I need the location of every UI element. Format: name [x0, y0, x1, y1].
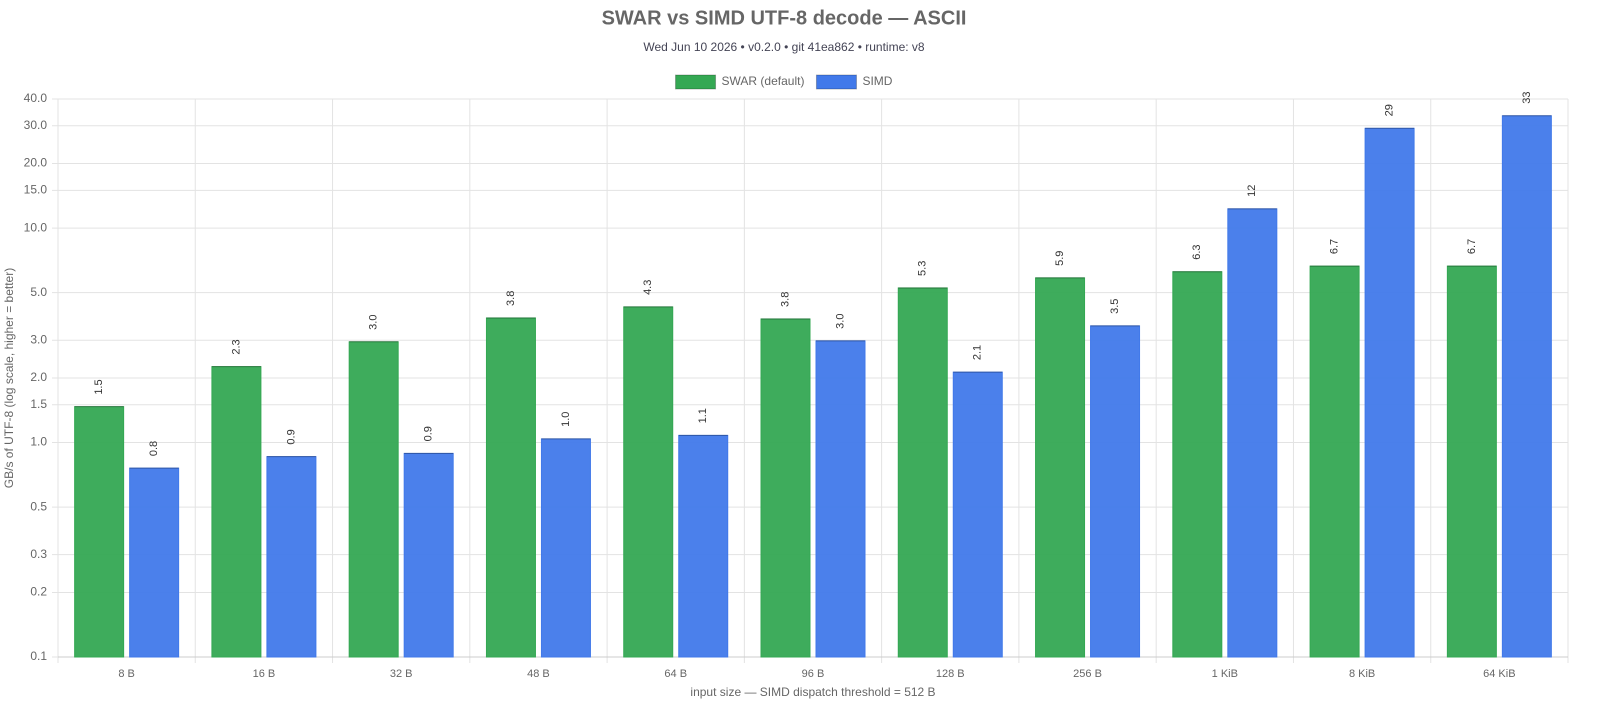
bar — [1501, 115, 1552, 658]
x-tick-label: 8 KiB — [1349, 668, 1375, 680]
x-axis-title: input size — SIMD dispatch threshold = 5… — [690, 685, 935, 699]
bar — [485, 317, 536, 658]
y-tick-label: 1.5 — [30, 397, 47, 411]
y-tick-label: 20.0 — [24, 156, 48, 170]
x-tick-label: 48 B — [527, 668, 550, 680]
y-tick-label: 10.0 — [24, 220, 48, 234]
legend-swatch — [815, 74, 857, 90]
bar — [1364, 127, 1415, 658]
y-tick-label: 15.0 — [24, 183, 48, 197]
legend-swatch — [675, 74, 717, 90]
y-tick-label: 0.2 — [30, 585, 47, 599]
data-label: 29 — [1383, 104, 1395, 116]
y-tick-label: 0.1 — [30, 649, 47, 663]
bar — [678, 434, 729, 658]
data-label: 0.8 — [148, 441, 160, 456]
bar — [1227, 208, 1278, 658]
y-tick-label: 1.0 — [30, 435, 47, 449]
bar — [540, 438, 591, 658]
x-tick-label: 8 B — [118, 668, 135, 680]
y-tick-label: 0.3 — [30, 547, 47, 561]
bar — [1172, 271, 1223, 658]
data-label: 4.3 — [642, 280, 654, 295]
data-label: 1.0 — [560, 412, 572, 427]
data-label: 6.3 — [1191, 244, 1203, 259]
data-label: 33 — [1521, 92, 1533, 104]
bar — [348, 341, 399, 658]
chart-subtitle: Wed Jun 10 2026 • v0.2.0 • git 41ea862 •… — [643, 40, 925, 54]
x-tick-label: 32 B — [390, 668, 413, 680]
data-label: 3.0 — [834, 314, 846, 329]
y-tick-label: 40.0 — [24, 91, 48, 105]
bar — [74, 406, 125, 658]
bar — [1035, 277, 1086, 658]
bar — [760, 318, 811, 658]
data-label: 1.5 — [93, 379, 105, 394]
legend: SWAR (default) SIMD — [675, 74, 893, 90]
data-label: 3.5 — [1109, 299, 1121, 314]
bar — [623, 306, 674, 658]
x-tick-label: 96 B — [802, 668, 825, 680]
legend-label: SWAR (default) — [722, 74, 805, 88]
data-label: 0.9 — [285, 429, 297, 444]
data-label: 3.8 — [779, 292, 791, 307]
data-label: 6.7 — [1328, 239, 1340, 254]
data-label: 3.8 — [505, 291, 517, 306]
data-label: 6.7 — [1466, 239, 1478, 254]
x-tick-label: 16 B — [253, 668, 276, 680]
x-tick-label: 256 B — [1073, 668, 1102, 680]
y-tick-label: 2.0 — [30, 370, 47, 384]
data-label: 12 — [1246, 185, 1258, 197]
y-tick-label: 5.0 — [30, 285, 47, 299]
data-label: 2.3 — [230, 339, 242, 354]
x-tick-label: 64 KiB — [1483, 668, 1515, 680]
legend-label: SIMD — [862, 74, 892, 88]
x-tick-label: 128 B — [936, 668, 965, 680]
bar — [815, 340, 866, 658]
bar — [129, 467, 180, 658]
bar — [403, 452, 454, 658]
bar — [1090, 325, 1141, 658]
y-tick-label: 3.0 — [30, 332, 47, 346]
chart-title: SWAR vs SIMD UTF-8 decode — ASCII — [602, 7, 967, 29]
bar — [211, 366, 262, 658]
y-tick-label: 0.5 — [30, 499, 47, 513]
data-label: 1.1 — [697, 408, 709, 423]
data-label: 3.0 — [368, 315, 380, 330]
bar — [1446, 265, 1497, 658]
bar — [1309, 265, 1360, 658]
y-tick-label: 30.0 — [24, 118, 48, 132]
bar — [266, 456, 317, 658]
x-tick-label: 64 B — [664, 668, 687, 680]
data-label: 5.9 — [1054, 251, 1066, 266]
x-tick-label: 1 KiB — [1212, 668, 1238, 680]
data-label: 0.9 — [423, 426, 435, 441]
bar — [952, 371, 1003, 658]
data-label: 2.1 — [972, 345, 984, 360]
y-axis-title: GB/s of UTF-8 (log scale, higher = bette… — [2, 268, 16, 488]
bar — [897, 287, 948, 658]
data-label: 5.3 — [917, 261, 929, 276]
